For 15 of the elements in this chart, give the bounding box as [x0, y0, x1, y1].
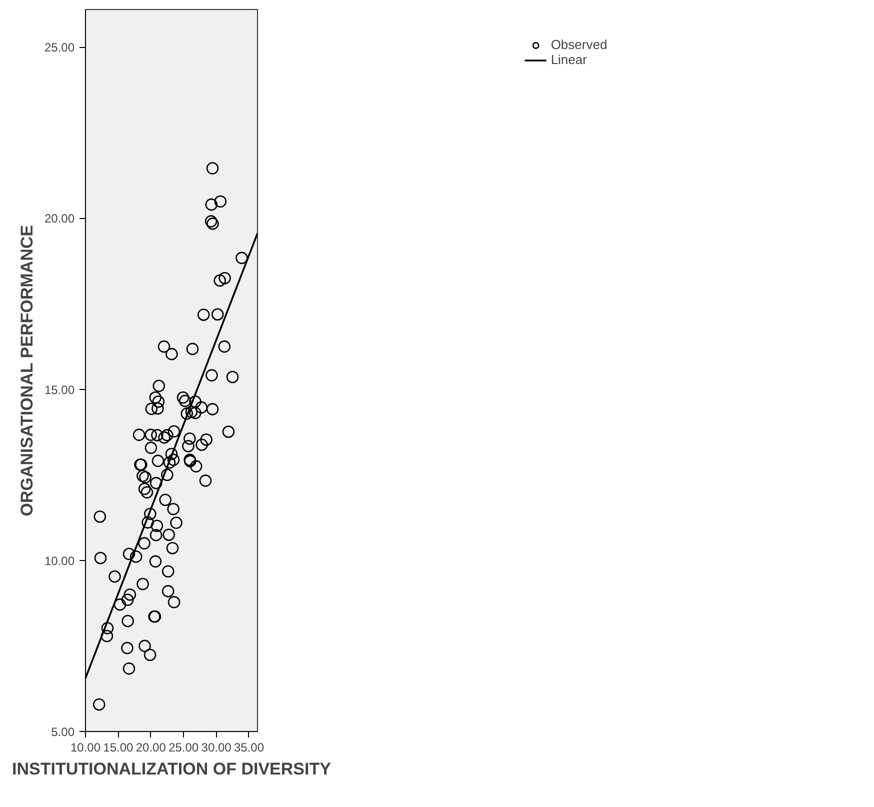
- x-tick-label: 10.00: [70, 740, 101, 754]
- y-axis-title: ORGANISATIONAL PERFORMANCE: [17, 225, 36, 516]
- x-tick-label: 25.00: [168, 740, 199, 754]
- x-tick-label: 35.00: [234, 740, 264, 754]
- y-tick-label: 15.00: [44, 382, 75, 397]
- x-tick-label: 15.00: [103, 740, 134, 754]
- x-axis-title: INSTITUTIONALIZATION OF DIVERSITY: [12, 760, 332, 778]
- y-tick-label: 5.00: [51, 725, 75, 739]
- y-tick-label: 20.00: [44, 212, 75, 226]
- legend-label: Observed: [550, 37, 608, 52]
- x-tick-label: 30.00: [201, 740, 232, 754]
- x-tick-label: 20.00: [136, 740, 166, 754]
- y-tick-label: 10.00: [44, 554, 75, 568]
- legend-label: Linear: [550, 52, 587, 67]
- y-tick-label: 25.00: [44, 40, 75, 55]
